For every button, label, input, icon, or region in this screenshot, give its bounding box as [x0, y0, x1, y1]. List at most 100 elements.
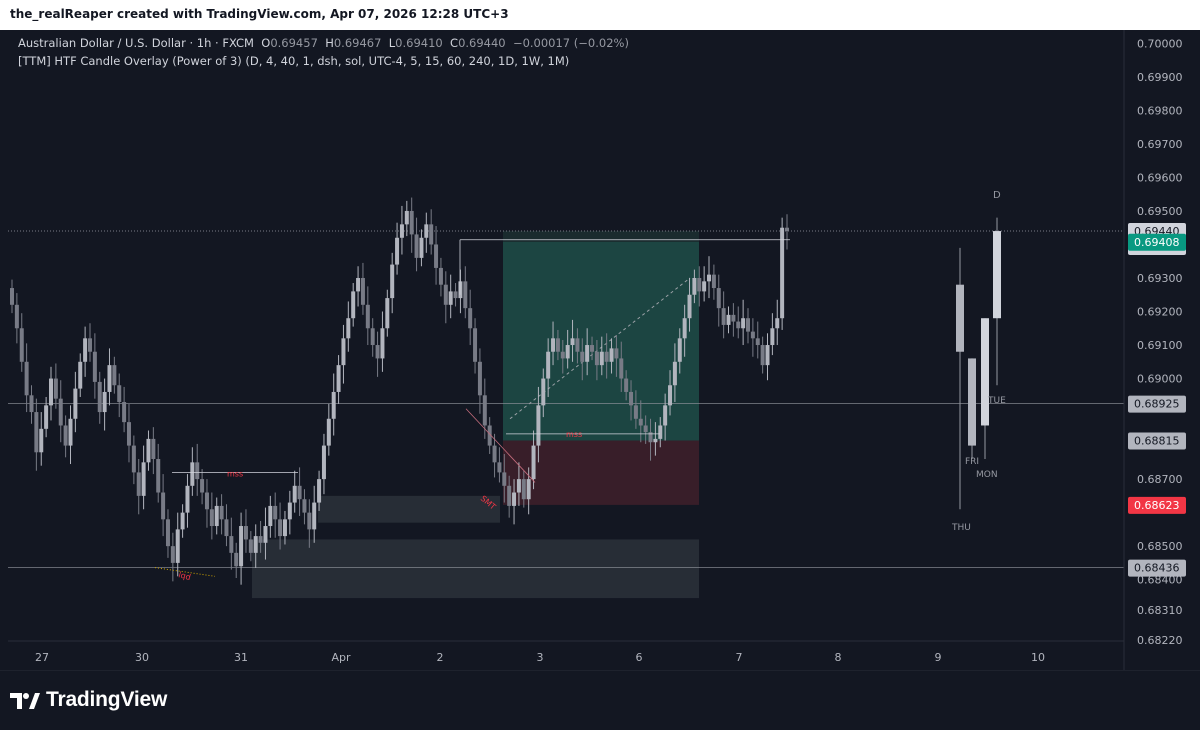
candle-body [73, 388, 78, 419]
candle-body [317, 479, 322, 503]
zones-layer [252, 231, 699, 599]
candle [136, 458, 141, 515]
time-tick-label: 6 [636, 651, 643, 664]
indicator-legend[interactable]: [TTM] HTF Candle Overlay (Power of 3) (D… [18, 54, 569, 68]
candle [346, 301, 351, 352]
footer [0, 670, 1200, 730]
candle-body [331, 391, 336, 419]
candle [317, 470, 322, 511]
candle-body [755, 338, 760, 346]
candle-body [575, 338, 580, 352]
candle [68, 405, 73, 465]
candle-body [536, 405, 541, 446]
candle [497, 447, 502, 483]
candle [687, 277, 692, 332]
time-tick-label: Apr [331, 651, 351, 664]
candle [516, 462, 521, 506]
candles-layer [10, 197, 789, 585]
price-axis[interactable]: 0.70000 0.69900 0.69800 0.69700 0.69600 0.695… [1123, 30, 1186, 670]
candle-body [399, 224, 404, 238]
price-badge: 0.69408 [1128, 233, 1186, 251]
candle-body [156, 458, 161, 493]
candle-body [380, 328, 385, 359]
candle [755, 321, 760, 359]
candle-body [448, 291, 453, 305]
candle [614, 334, 619, 377]
candle [668, 370, 673, 416]
candle [546, 338, 551, 397]
candle-body [97, 381, 102, 413]
candle [648, 418, 653, 461]
candle-body [165, 519, 170, 547]
candle-body [560, 351, 565, 359]
candle [229, 517, 234, 570]
candle [604, 333, 609, 379]
price-tick-label: 0.69800 [1137, 104, 1183, 117]
price-badge: 0.68436 [1128, 559, 1186, 577]
price-tick-label: 0.68220 [1137, 634, 1183, 647]
candle-body [68, 418, 73, 446]
candle-body [24, 361, 29, 396]
candle [307, 499, 312, 548]
candle-body [307, 512, 312, 530]
candle-body [190, 462, 195, 486]
candle-body [34, 412, 39, 453]
candle [156, 443, 161, 503]
candle [775, 299, 780, 346]
candle [73, 371, 78, 433]
time-axis[interactable]: 27 30 31 Apr 2 3 6 7 8 9 10 [8, 640, 1124, 664]
candle-body [702, 281, 707, 292]
time-tick-label: 7 [736, 651, 743, 664]
candle [312, 485, 317, 543]
candle [409, 197, 414, 253]
candle-body [453, 291, 458, 299]
time-tick-label: 10 [1031, 651, 1045, 664]
candle [141, 445, 146, 510]
candle-body [19, 328, 24, 362]
candle [438, 257, 443, 297]
price-badge-value: 0.68925 [1134, 398, 1180, 411]
candle-body [195, 462, 200, 480]
price-tick-label: 0.69700 [1137, 138, 1183, 151]
htf-body [956, 284, 964, 352]
candle-body [370, 328, 375, 346]
candle-body [234, 552, 239, 567]
candle [39, 412, 44, 466]
candle-body [126, 422, 131, 446]
candle [434, 226, 439, 285]
candle [302, 489, 307, 525]
candle-body [497, 462, 502, 473]
price-tick-label: 0.69900 [1137, 71, 1183, 84]
candle-body [53, 378, 58, 399]
symbol-label[interactable]: Australian Dollar / U.S. Dollar · 1h · F… [18, 36, 254, 50]
candle-body [346, 318, 351, 339]
price-tick-label: 0.69100 [1137, 339, 1183, 352]
candle-body [14, 304, 19, 329]
candle-body [765, 345, 770, 366]
htf-body [993, 231, 1001, 319]
candle [48, 366, 53, 421]
candle-body [131, 445, 136, 473]
candle [477, 348, 482, 414]
candle [760, 336, 765, 374]
candle [609, 338, 614, 374]
price-tick-label: 0.69600 [1137, 171, 1183, 184]
candle [404, 200, 409, 237]
candle [92, 333, 97, 399]
candle-body [341, 338, 346, 366]
htf-overlay-layer: THU FRI MON TUE D [951, 190, 1006, 533]
price-badge-bg [1128, 496, 1186, 514]
candle [741, 299, 746, 346]
candle [512, 479, 517, 525]
candle-body [707, 274, 712, 282]
candle [151, 427, 156, 475]
candle [161, 474, 166, 537]
candle-body [521, 479, 526, 500]
price-tick-label: 0.69500 [1137, 205, 1183, 218]
candle [360, 262, 365, 315]
candle-body [516, 479, 521, 493]
candle [492, 433, 497, 478]
candle-body [653, 438, 658, 443]
candle [658, 417, 663, 448]
